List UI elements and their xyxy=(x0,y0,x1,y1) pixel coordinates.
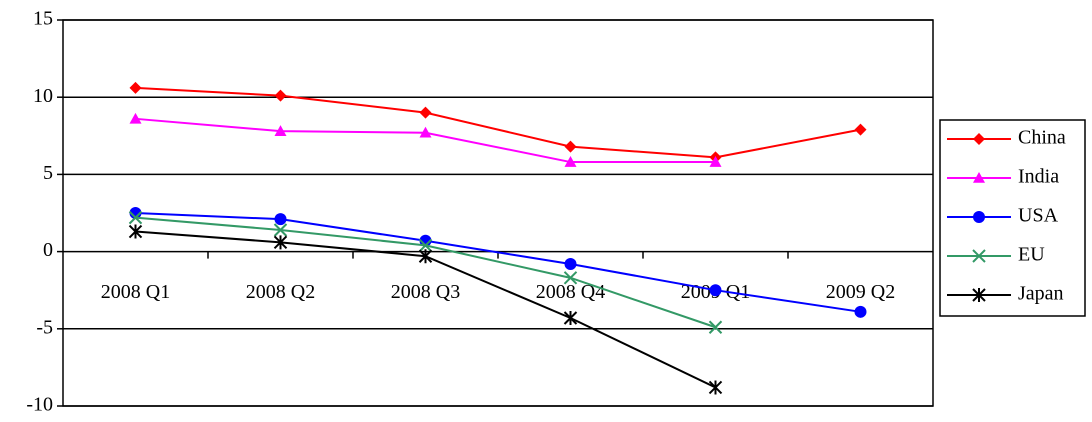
marker xyxy=(274,213,287,226)
marker xyxy=(709,284,722,297)
y-tick-label: 15 xyxy=(33,8,53,30)
marker xyxy=(564,140,577,153)
legend-label: Japan xyxy=(1018,283,1064,305)
x-tick-label: 2008 Q2 xyxy=(246,281,315,303)
plot-frame xyxy=(62,19,934,407)
legend-label: China xyxy=(1018,127,1066,149)
y-tick-label: -5 xyxy=(36,316,53,338)
series-line xyxy=(135,117,716,164)
marker xyxy=(564,257,577,270)
x-tick-label: 2008 Q4 xyxy=(536,281,605,303)
marker xyxy=(708,380,723,395)
marker xyxy=(419,106,432,119)
legend-label: India xyxy=(1018,166,1059,188)
marker xyxy=(563,271,578,285)
marker xyxy=(418,249,433,264)
marker xyxy=(973,133,985,145)
marker xyxy=(973,172,985,183)
marker xyxy=(854,305,867,318)
series-line xyxy=(135,216,716,329)
marker xyxy=(709,156,722,167)
series-line xyxy=(135,212,861,313)
marker xyxy=(273,223,288,237)
marker xyxy=(274,125,287,136)
marker xyxy=(972,288,986,302)
marker xyxy=(128,210,143,225)
marker xyxy=(419,126,432,138)
x-tick-label: 2008 Q1 xyxy=(101,281,170,303)
marker xyxy=(854,123,867,136)
marker xyxy=(129,112,142,124)
marker xyxy=(129,81,142,94)
marker xyxy=(973,211,985,223)
marker xyxy=(564,156,577,167)
legend-label: USA xyxy=(1018,205,1059,227)
y-tick-label: 0 xyxy=(43,239,53,261)
marker xyxy=(708,320,723,334)
y-tick-label: -10 xyxy=(26,394,53,416)
marker xyxy=(972,249,986,263)
marker xyxy=(273,235,288,250)
marker xyxy=(274,89,287,102)
legend-label: EU xyxy=(1018,244,1045,266)
marker xyxy=(128,224,143,239)
x-tick-label: 2009 Q2 xyxy=(826,281,895,303)
series-line xyxy=(135,86,861,159)
x-tick-label: 2008 Q3 xyxy=(391,281,460,303)
marker xyxy=(418,238,433,253)
y-tick-label: 10 xyxy=(33,85,53,107)
y-tick-label: 5 xyxy=(43,162,53,184)
marker xyxy=(563,310,578,325)
